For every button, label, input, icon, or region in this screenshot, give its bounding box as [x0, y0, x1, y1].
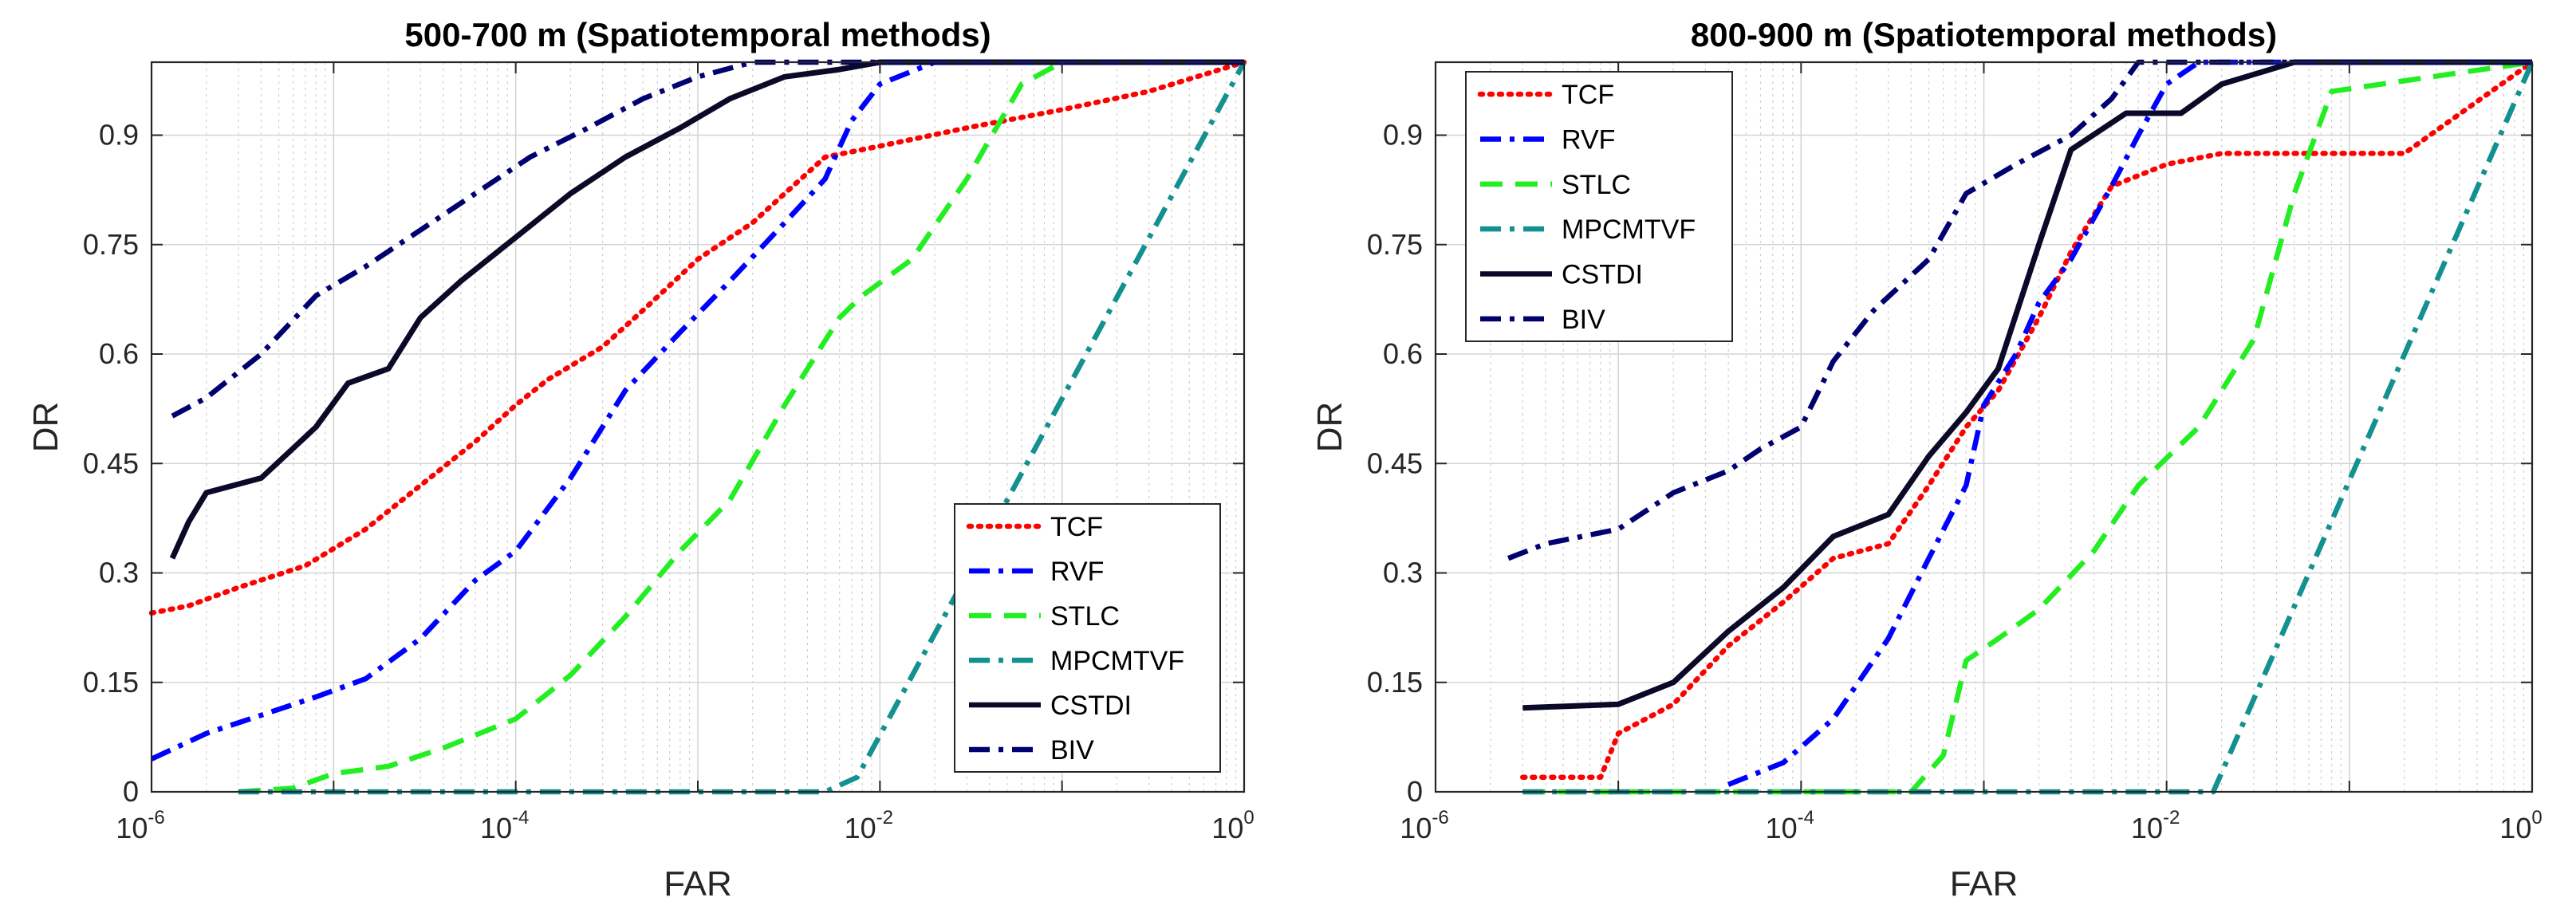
chart-panel-2: 00.150.30.450.60.750.910-6 10-4 10-2 100800… — [1310, 16, 2543, 903]
legend-label-stlc: STLC — [1050, 601, 1120, 632]
legend-box — [1465, 71, 1733, 342]
y-tick-label: 0.3 — [99, 557, 139, 589]
legend-label-rvf: RVF — [1050, 557, 1104, 587]
series-line-rvf — [150, 59, 1007, 762]
x-tick-label: 10-6 — [116, 807, 164, 844]
chart-title: 500-700 m (Spatiotemporal methods) — [404, 16, 991, 53]
x-tick-label: 10-6 — [1400, 807, 1448, 844]
series-line-biv — [1507, 59, 2532, 561]
y-tick-label: 0.75 — [1367, 228, 1423, 261]
series-line-cstdi — [1522, 59, 2532, 711]
x-tick-exponent: -6 — [148, 807, 164, 829]
series-line-rvf — [1727, 59, 2532, 787]
x-tick-base: 10 — [2499, 812, 2531, 844]
x-tick-exponent: -2 — [876, 807, 893, 829]
series-line-stlc — [238, 59, 1244, 795]
x-tick-base: 10 — [1400, 812, 1432, 844]
chart-panel-1: 00.150.30.450.60.750.910-6 10-4 10-2 100500… — [26, 16, 1255, 903]
y-tick-label: 0.75 — [83, 228, 139, 261]
legend-label-tcf: TCF — [1050, 512, 1103, 542]
y-axis-label: DR — [1310, 402, 1349, 453]
legend-label-stlc: STLC — [1562, 170, 1631, 200]
legend-label-rvf: RVF — [1562, 125, 1615, 155]
series-line-cstdi — [169, 59, 1244, 560]
x-tick-base: 10 — [480, 812, 512, 844]
x-tick-base: 10 — [2131, 812, 2163, 844]
legend-label-mpcmtvf: MPCMTVF — [1562, 215, 1696, 245]
x-tick-base: 10 — [116, 812, 148, 844]
legend: TCF RVF STLC MPCMTVF CSTDI BIV — [954, 503, 1221, 773]
legend: TCF RVF STLC MPCMTVF CSTDI BIV — [1465, 71, 1733, 342]
x-tick-label: 10-2 — [2131, 807, 2180, 844]
x-tick-base: 10 — [1766, 812, 1798, 844]
legend-label-mpcmtvf: MPCMTVF — [1050, 646, 1184, 676]
x-axis-label: FAR — [1950, 864, 2019, 903]
x-tick-label: 100 — [2499, 807, 2542, 844]
legend-label-tcf: TCF — [1562, 80, 1614, 110]
y-axis-label: DR — [26, 402, 65, 453]
y-tick-label: 0 — [1407, 775, 1423, 808]
tick-marks — [151, 62, 1245, 793]
x-tick-base: 10 — [845, 812, 876, 844]
x-tick-label: 10-2 — [845, 807, 893, 844]
y-tick-label: 0.6 — [99, 337, 139, 370]
y-tick-label: 0 — [123, 775, 139, 808]
legend-label-biv: BIV — [1050, 735, 1094, 766]
series-line-tcf — [1520, 59, 2535, 780]
series-line-mpcmtvf — [238, 61, 1247, 795]
y-tick-label: 0.6 — [1383, 337, 1423, 370]
y-tick-label: 0.15 — [83, 666, 139, 699]
y-tick-label: 0.45 — [1367, 447, 1423, 479]
legend-label-cstdi: CSTDI — [1562, 260, 1643, 290]
y-tick-label: 0.9 — [1383, 119, 1423, 152]
x-tick-label: 10-4 — [1766, 807, 1814, 844]
y-tick-label: 0.15 — [1367, 666, 1423, 699]
y-tick-label: 0.9 — [99, 119, 139, 152]
x-tick-exponent: -4 — [1798, 807, 1814, 829]
chart-title: 800-900 m (Spatiotemporal methods) — [1691, 16, 2277, 53]
x-tick-base: 10 — [1211, 812, 1243, 844]
x-tick-exponent: 0 — [2531, 807, 2542, 829]
legend-label-biv: BIV — [1562, 305, 1605, 335]
x-tick-label: 10-4 — [480, 807, 529, 844]
x-axis-label: FAR — [664, 864, 732, 903]
x-tick-exponent: -6 — [1432, 807, 1448, 829]
x-tick-exponent: -2 — [2163, 807, 2180, 829]
x-tick-label: 100 — [1211, 807, 1254, 844]
x-tick-exponent: -4 — [512, 807, 529, 829]
x-tick-exponent: 0 — [1243, 807, 1254, 829]
y-tick-label: 0.45 — [83, 447, 139, 479]
series-line-tcf — [148, 59, 1247, 616]
legend-box — [954, 503, 1221, 773]
series-line-stlc — [1522, 59, 2533, 795]
legend-label-cstdi: CSTDI — [1050, 691, 1132, 721]
y-tick-label: 0.3 — [1383, 557, 1423, 589]
